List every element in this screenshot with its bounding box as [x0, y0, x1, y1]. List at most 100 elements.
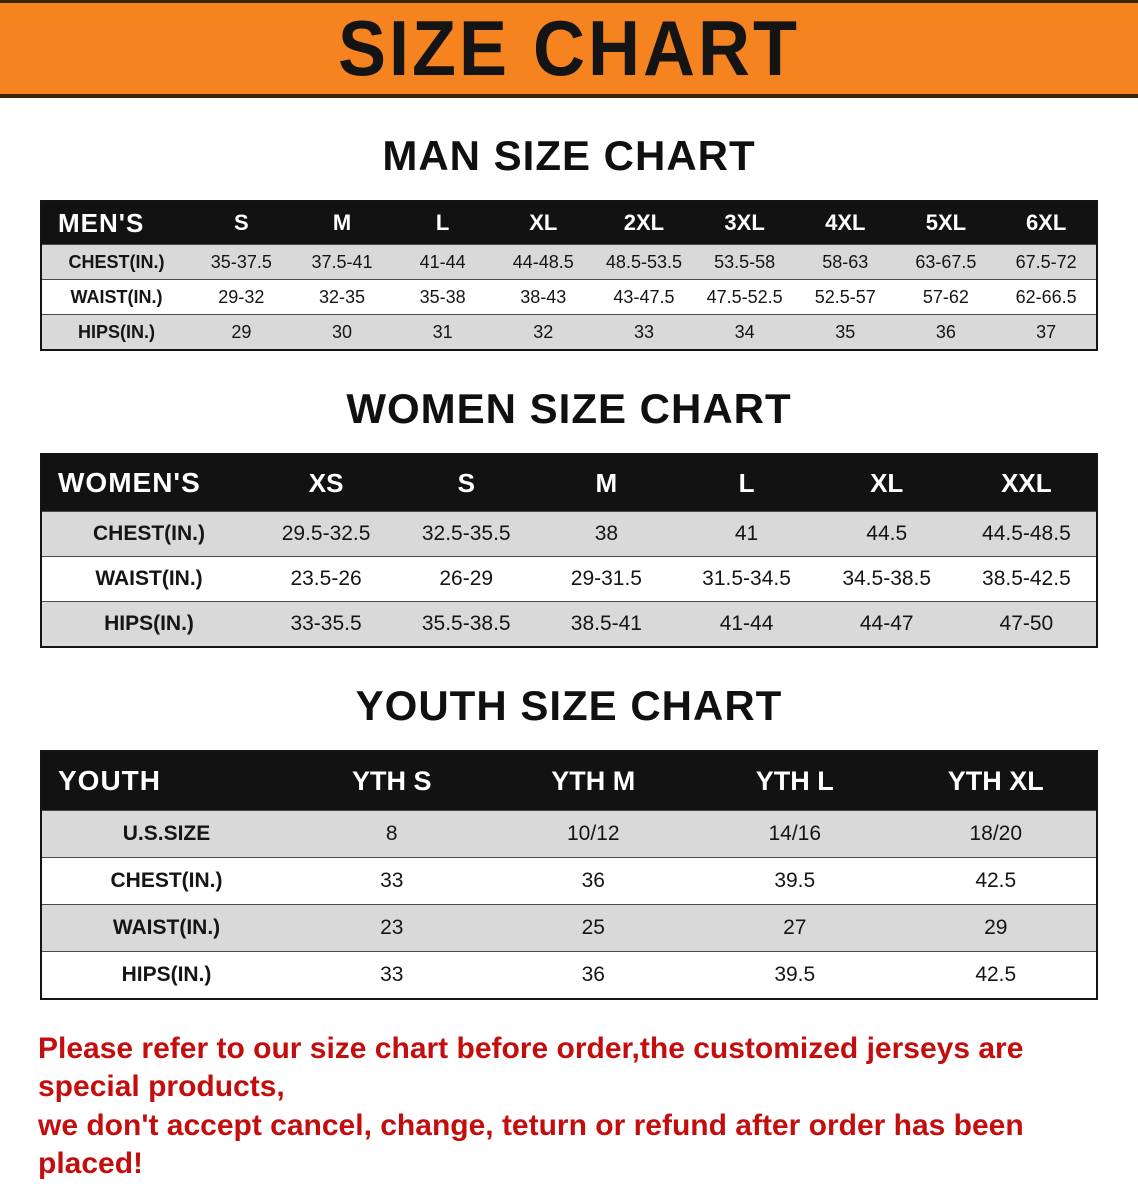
women-size-value-cell: 38.5-41 [570, 612, 642, 635]
youth-size-value-cell: 27 [783, 916, 807, 939]
men-size-column-header: M [291, 201, 393, 245]
youth-table-row: U.S.SIZE 8 10/12 14/16 18/20 [41, 810, 1097, 858]
women-size-value-cell: 26-29 [439, 567, 494, 590]
youth-size-value-cell: 33 [380, 869, 404, 892]
disclaimer-note: Please refer to our size chart before or… [38, 1030, 1118, 1184]
youth-size-value-cell: 23 [380, 916, 404, 939]
youth-size-value-cell: 36 [581, 869, 605, 892]
men-size-value-cell: 44-48.5 [512, 251, 574, 272]
men-size-value-cell: 35-38 [419, 286, 466, 307]
men-size-value-cell: 35-37.5 [210, 251, 272, 272]
women-size-value-cell: 44.5-48.5 [982, 522, 1071, 545]
men-size-value-cell: 29 [231, 321, 252, 342]
men-size-value-cell: 36 [935, 321, 956, 342]
women-size-value-cell: 44-47 [859, 612, 914, 635]
men-size-value-cell: 37.5-41 [311, 251, 373, 272]
women-size-value-cell: 38 [594, 522, 619, 545]
men-size-value-cell: 62-66.5 [1015, 286, 1077, 307]
women-size-value-cell: 33-35.5 [290, 612, 362, 635]
man-chart-heading: MAN SIZE CHART [382, 132, 756, 179]
men-size-column-header: S [191, 201, 292, 245]
men-size-value-cell: 38-43 [520, 286, 567, 307]
men-row-label: CHEST(IN.) [68, 251, 165, 272]
men-size-value-cell: 29-32 [218, 286, 265, 307]
women-size-value-cell: 29-31.5 [570, 567, 642, 590]
man-size-table-container: MEN'S S M L XL 2XL 3XL 4XL 5XL 6XL CHEST(IN.) 35-37… [40, 200, 1098, 351]
youth-table-row: CHEST(IN.) 33 36 39.5 42.5 [41, 857, 1097, 905]
disclaimer-line-1: Please refer to our size chart before or… [38, 1032, 1024, 1104]
men-size-value-cell: 48.5-53.5 [605, 251, 682, 272]
youth-size-value-cell: 39.5 [774, 869, 816, 892]
men-size-value-cell: 35 [835, 321, 856, 342]
women-size-column-header: XS [256, 454, 397, 512]
men-size-value-cell: 53.5-58 [714, 251, 776, 272]
women-row-label: HIPS(IN.) [104, 612, 194, 635]
men-size-value-cell: 32 [533, 321, 554, 342]
youth-row-label: WAIST(IN.) [112, 916, 221, 939]
men-size-value-cell: 34 [734, 321, 755, 342]
women-size-value-cell: 41-44 [719, 612, 774, 635]
youth-size-value-cell: 8 [385, 822, 398, 845]
youth-size-column-header: YTH L [694, 751, 896, 811]
women-table-row: HIPS(IN.) 33-35.5 35.5-38.5 38.5-41 41-44 44-… [41, 601, 1097, 647]
youth-table-row: HIPS(IN.) 33 36 39.5 42.5 [41, 951, 1097, 999]
youth-size-value-cell: 14/16 [768, 822, 822, 845]
women-table-title: WOMEN'S [41, 454, 256, 512]
men-size-column-header: 5XL [895, 201, 997, 245]
men-table-title: MEN'S [41, 201, 191, 245]
youth-size-value-cell: 42.5 [975, 963, 1017, 986]
women-size-table: WOMEN'S XS S M L XL XXL CHEST(IN.) 29.5-32.5 32.5… [40, 453, 1098, 648]
youth-size-column-header: YTH S [291, 751, 493, 811]
men-size-value-cell: 33 [633, 321, 654, 342]
women-row-label: WAIST(IN.) [95, 567, 203, 590]
women-size-value-cell: 29.5-32.5 [281, 522, 371, 545]
women-table-row: WAIST(IN.) 23.5-26 26-29 29-31.5 31.5-34.5 34… [41, 556, 1097, 602]
men-row-label: HIPS(IN.) [77, 321, 155, 342]
youth-size-value-cell: 29 [984, 916, 1008, 939]
youth-table-row: WAIST(IN.) 23 25 27 29 [41, 904, 1097, 952]
women-size-value-cell: 41 [734, 522, 759, 545]
men-size-value-cell: 52.5-57 [814, 286, 876, 307]
men-table-row: CHEST(IN.) 35-37.5 37.5-41 41-44 44-48.5 48.5… [41, 244, 1097, 280]
women-size-column-header: XL [816, 454, 957, 512]
youth-size-value-cell: 42.5 [975, 869, 1017, 892]
youth-size-column-header: YTH XL [895, 751, 1097, 811]
men-table-row: HIPS(IN.) 29 30 31 32 33 34 35 36 37 [41, 314, 1097, 350]
youth-size-value-cell: 39.5 [774, 963, 816, 986]
men-size-value-cell: 58-63 [822, 251, 869, 272]
men-size-column-header: 2XL [593, 201, 695, 245]
youth-table-title: YOUTH [41, 751, 291, 811]
youth-chart-heading: YOUTH SIZE CHART [355, 682, 783, 729]
youth-row-label: CHEST(IN.) [110, 869, 223, 892]
women-size-column-header: S [396, 454, 537, 512]
men-size-value-cell: 67.5-72 [1015, 251, 1077, 272]
women-table-row: CHEST(IN.) 29.5-32.5 32.5-35.5 38 41 44.5 44.5… [41, 511, 1097, 557]
youth-size-value-cell: 25 [581, 916, 605, 939]
youth-size-value-cell: 33 [380, 963, 404, 986]
men-size-column-header: 3XL [694, 201, 795, 245]
women-size-column-header: L [676, 454, 817, 512]
women-row-label: CHEST(IN.) [93, 522, 205, 545]
men-size-column-header: 4XL [794, 201, 896, 245]
men-size-value-cell: 37 [1036, 321, 1057, 342]
men-table-row: WAIST(IN.) 29-32 32-35 35-38 38-43 43-47.5 47.… [41, 279, 1097, 315]
men-size-table: MEN'S S M L XL 2XL 3XL 4XL 5XL 6XL CHEST(IN.) 35-37… [40, 200, 1098, 351]
men-size-value-cell: 31 [432, 321, 453, 342]
men-size-value-cell: 63-67.5 [915, 251, 977, 272]
youth-size-table-container: YOUTH YTH S YTH M YTH L YTH XL U.S.SIZE 8 10/12… [40, 750, 1098, 1000]
women-size-value-cell: 23.5-26 [290, 567, 362, 590]
youth-size-column-header: YTH M [492, 751, 694, 811]
men-size-value-cell: 41-44 [419, 251, 466, 272]
women-size-value-cell: 44.5 [866, 522, 908, 545]
men-row-label: WAIST(IN.) [70, 286, 163, 307]
men-size-value-cell: 43-47.5 [613, 286, 675, 307]
men-size-column-header: L [392, 201, 493, 245]
men-size-value-cell: 47.5-52.5 [706, 286, 783, 307]
page-title: SIZE CHART [338, 5, 800, 92]
youth-size-value-cell: 10/12 [566, 822, 620, 845]
women-size-column-header: M [536, 454, 677, 512]
youth-row-label: U.S.SIZE [122, 822, 211, 845]
women-size-column-header: XXL [956, 454, 1097, 512]
men-size-column-header: XL [492, 201, 594, 245]
youth-size-value-cell: 18/20 [969, 822, 1023, 845]
